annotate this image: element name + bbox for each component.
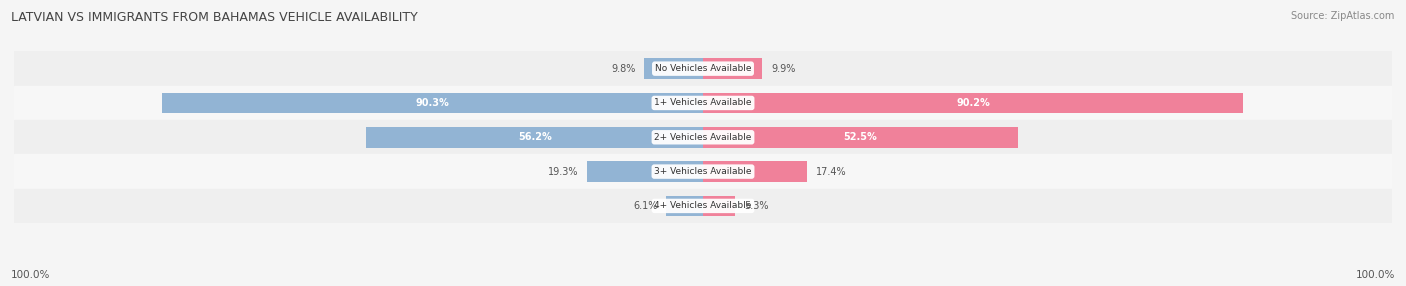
Bar bbox=[14, 189, 1392, 223]
Text: 17.4%: 17.4% bbox=[817, 167, 846, 176]
Text: 6.1%: 6.1% bbox=[633, 201, 658, 211]
Text: 1+ Vehicles Available: 1+ Vehicles Available bbox=[654, 98, 752, 108]
Bar bbox=[14, 86, 1392, 120]
Text: 9.8%: 9.8% bbox=[612, 64, 636, 74]
Bar bbox=[703, 93, 1243, 113]
Text: 100.0%: 100.0% bbox=[11, 270, 51, 280]
Text: 52.5%: 52.5% bbox=[844, 132, 877, 142]
Text: 9.9%: 9.9% bbox=[772, 64, 796, 74]
Text: LATVIAN VS IMMIGRANTS FROM BAHAMAS VEHICLE AVAILABILITY: LATVIAN VS IMMIGRANTS FROM BAHAMAS VEHIC… bbox=[11, 11, 418, 24]
Bar bbox=[14, 51, 1392, 86]
Bar bbox=[162, 93, 703, 113]
Text: 90.3%: 90.3% bbox=[416, 98, 450, 108]
Text: 90.2%: 90.2% bbox=[956, 98, 990, 108]
Bar bbox=[367, 127, 703, 148]
Text: 19.3%: 19.3% bbox=[548, 167, 578, 176]
Bar bbox=[703, 161, 807, 182]
Bar bbox=[703, 127, 1018, 148]
Bar bbox=[14, 120, 1392, 154]
Bar bbox=[644, 58, 703, 79]
Text: No Vehicles Available: No Vehicles Available bbox=[655, 64, 751, 73]
Text: 2+ Vehicles Available: 2+ Vehicles Available bbox=[654, 133, 752, 142]
Bar bbox=[703, 58, 762, 79]
Text: 56.2%: 56.2% bbox=[517, 132, 551, 142]
Bar bbox=[14, 154, 1392, 189]
Text: Source: ZipAtlas.com: Source: ZipAtlas.com bbox=[1291, 11, 1395, 21]
Text: 5.3%: 5.3% bbox=[744, 201, 768, 211]
Text: 4+ Vehicles Available: 4+ Vehicles Available bbox=[654, 201, 752, 210]
Bar bbox=[588, 161, 703, 182]
Text: 100.0%: 100.0% bbox=[1355, 270, 1395, 280]
Text: 3+ Vehicles Available: 3+ Vehicles Available bbox=[654, 167, 752, 176]
Bar bbox=[666, 196, 703, 216]
Bar bbox=[703, 196, 735, 216]
